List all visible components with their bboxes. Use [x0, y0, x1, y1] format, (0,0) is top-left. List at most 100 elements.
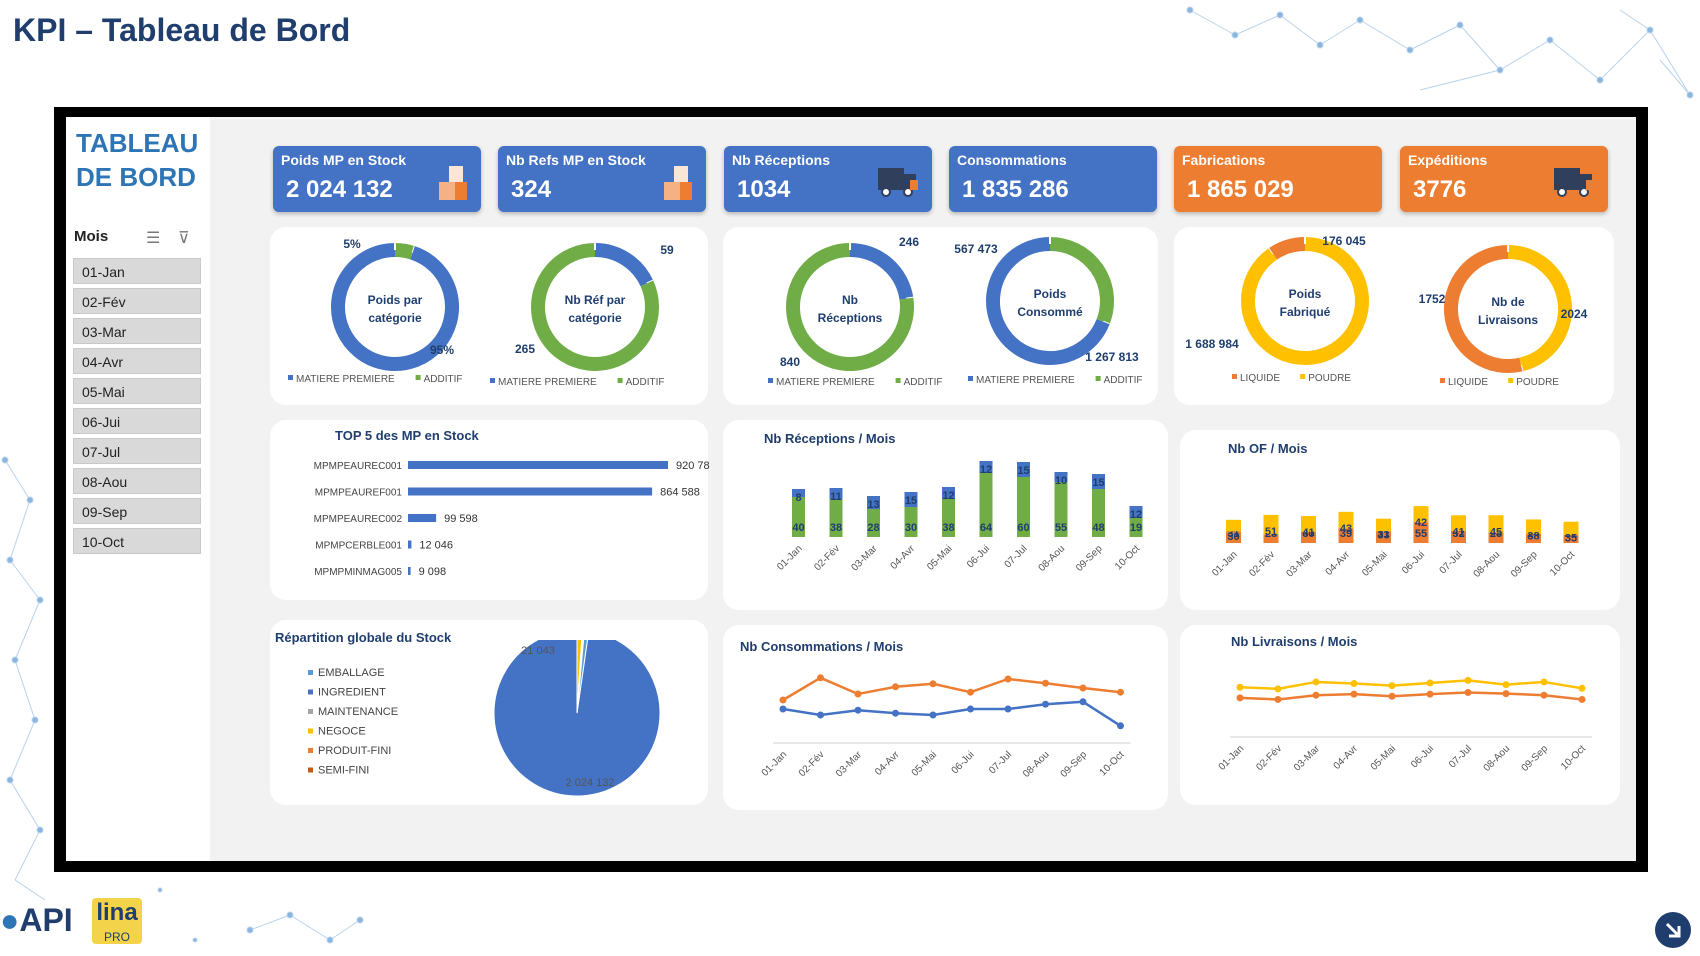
legend-swatch [415, 375, 421, 380]
multi-select-icon[interactable]: ☰ [146, 230, 161, 247]
stacked-bar-segment [1563, 521, 1579, 536]
stacked-bar-segment [1129, 518, 1143, 537]
stacked-bar-segment [1488, 532, 1504, 543]
api-logo: ●API [0, 902, 73, 939]
pie-legend-swatch [308, 728, 313, 734]
pie-legend-label: SEMI-FINI [318, 765, 369, 777]
donut-2: Nb Réf par catégorie 265 59 MATIERE PREMIERE… [490, 243, 674, 388]
donut-slice-matiere-premiere [986, 237, 1110, 365]
stacked-bar-label: 13 [867, 499, 879, 511]
x-tick-label: 09-Sep [1059, 749, 1090, 780]
x-tick-label: 08-Aou [1021, 749, 1052, 780]
donut-value-label: 2024 [1561, 307, 1588, 321]
stacked-bar-label: 11 [830, 491, 842, 503]
stacked-bar-label: 35 [1565, 533, 1577, 545]
line-series [782, 676, 1121, 702]
top5-title: TOP 5 des MP en Stock [335, 428, 479, 443]
top5-category-label: MPMPMINMAG005 [314, 567, 402, 578]
month-filter-09-sep[interactable]: 09-Sep [73, 498, 201, 524]
x-tick-label: 06-Jui [1409, 743, 1436, 770]
line-point [854, 706, 862, 714]
line-point [1578, 684, 1586, 692]
stacked-bar-label: 15 [1092, 477, 1104, 489]
line-point [1042, 679, 1049, 687]
line-point [929, 680, 937, 688]
boxes-icon [664, 166, 692, 200]
kpi-card-label: Fabrications [1182, 152, 1266, 168]
month-filter-01-jan[interactable]: 01-Jan [73, 258, 201, 284]
stacked-bar-label: 41 [1302, 527, 1314, 539]
stacked-bar-segment [1451, 515, 1466, 531]
stacked-bar-label: 10 [1055, 475, 1067, 487]
x-tick-label: 09-Sep [1509, 549, 1540, 580]
line-point [1502, 690, 1510, 698]
stacked-bar-segment [1263, 534, 1279, 543]
line-point [967, 688, 974, 696]
stacked-bar-segment [1092, 474, 1105, 489]
month-filter-05-mai[interactable]: 05-Mai [73, 378, 201, 404]
livraisons-line-chart: 01-Jan 02-Fév 03-Mar 04-Avr 05-Mai 06-Jui 07-J… [1217, 676, 1592, 774]
line-point [1004, 675, 1012, 683]
kpi-card-label: Nb Réceptions [732, 152, 831, 168]
donut-1: Poids par catégorie 95% 5% MATIERE PREMIERE A… [288, 237, 462, 385]
x-tick-label: 04-Avr [889, 543, 918, 572]
x-tick-label: 08-Aou [1472, 549, 1503, 580]
donut-center-line2: catégorie [568, 311, 622, 325]
x-tick-label: 04-Avr [873, 749, 902, 778]
donut-slice-liquide [1444, 245, 1523, 373]
kpi-card-value: 2 024 132 [286, 176, 393, 203]
line-point [1388, 682, 1396, 690]
stacked-bar-label: 12 [1130, 509, 1142, 521]
line-point [817, 674, 824, 682]
month-filter-08-aou[interactable]: 08-Aou [73, 468, 201, 494]
line-point [1540, 691, 1548, 699]
receptions-month-title: Nb Réceptions / Mois [764, 431, 896, 446]
line-point [1079, 684, 1087, 692]
stacked-bar-segment [792, 489, 805, 497]
stacked-bar-segment [1017, 477, 1030, 537]
stock-pie-title: Répartition globale du Stock [275, 630, 452, 645]
stacked-bar-segment [1263, 514, 1279, 535]
donut-6: Nb de Livraisons 2024 1752 LIQUIDE POUDRE [1419, 245, 1588, 388]
month-filter-label: Mois [74, 228, 109, 245]
legend-label: MATIERE PREMIERE [976, 375, 1075, 386]
line-point [1464, 676, 1472, 684]
boxes-icon [439, 166, 467, 200]
stacked-bar-label: 55 [1055, 522, 1067, 534]
stacked-bar-label: 64 [980, 522, 993, 534]
kpi-card-5: Fabrications 1 865 029 [1174, 146, 1382, 212]
kpi-card-label: Consommations [957, 152, 1067, 168]
line-point [1350, 680, 1358, 688]
top5-bar [408, 514, 437, 522]
sidebar-title: TABLEAU DE BORD [76, 126, 206, 194]
x-tick-label: 10-Oct [1098, 749, 1127, 778]
kpi-card-value: 1 865 029 [1187, 176, 1294, 203]
stacked-bar-label: 38 [942, 522, 954, 534]
month-filter-03-mar[interactable]: 03-Mar [73, 318, 201, 344]
top5-bar [408, 540, 412, 549]
stacked-bar-segment [867, 496, 880, 509]
expand-arrow-button[interactable] [1655, 912, 1691, 948]
month-filter-02-fév[interactable]: 02-Fév [73, 288, 201, 314]
stacked-bar-segment [979, 473, 993, 537]
line-point [1274, 695, 1282, 703]
month-filter-07-jul[interactable]: 07-Jul [73, 438, 201, 464]
line-point [817, 711, 824, 719]
stacked-bar-label: 12 [980, 464, 992, 476]
stacked-bar-segment [829, 488, 843, 499]
truck-icon [1554, 168, 1594, 197]
stacked-bar-label: 40 [792, 522, 804, 534]
kpi-card-label: Expéditions [1408, 152, 1488, 168]
legend-label: MATIERE PREMIERE [776, 377, 875, 388]
month-filter-04-avr[interactable]: 04-Avr [73, 348, 201, 374]
sidebar-title-line2: DE BORD [76, 162, 196, 192]
pie-legend-swatch [308, 689, 313, 695]
month-filter-06-jui[interactable]: 06-Jui [73, 408, 201, 434]
clear-filter-icon[interactable]: ⊽ [178, 230, 190, 247]
stacked-bar-segment [1092, 489, 1105, 537]
truck-icon [878, 168, 918, 197]
top5-category-label: MPMPEAUREC001 [314, 461, 403, 472]
stock-pie-chart: EMBALLAGE INGREDIENT MAINTENANCE NEGOCE PROD… [308, 640, 661, 797]
legend-label: ADDITIF [1104, 375, 1143, 386]
month-filter-10-oct[interactable]: 10-Oct [73, 528, 201, 554]
